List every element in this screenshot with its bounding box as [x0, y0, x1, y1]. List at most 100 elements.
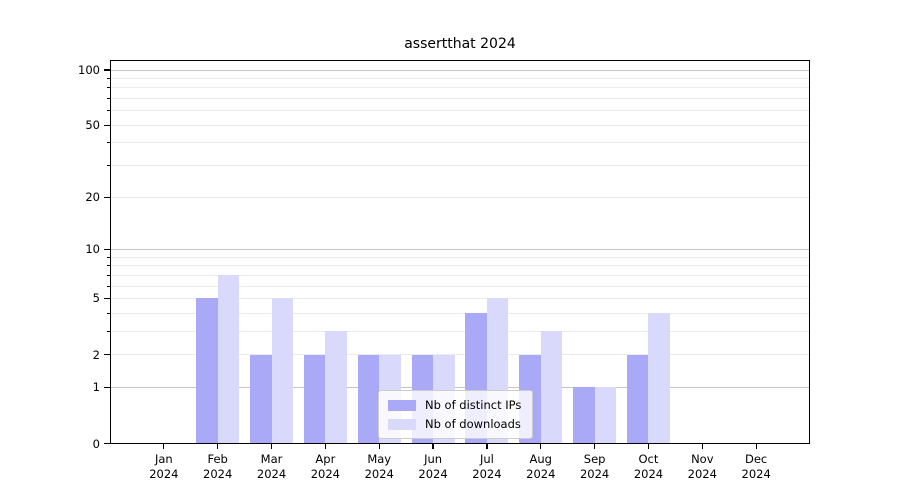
bar-distinct-ips — [626, 354, 649, 444]
y-minor-tick-mark — [106, 110, 110, 112]
x-tick-month: Jul — [479, 452, 494, 466]
gridline-minor — [110, 196, 810, 198]
x-tick-mark — [378, 443, 380, 449]
x-tick-month: Nov — [691, 452, 714, 466]
gridline-minor — [110, 98, 810, 100]
x-tick-label: Jan 2024 — [132, 452, 196, 482]
y-minor-tick-mark — [106, 297, 110, 299]
x-tick-month: Mar — [260, 452, 283, 466]
bar-downloads — [217, 275, 240, 444]
gridline-minor — [110, 330, 810, 332]
y-minor-tick-mark — [106, 142, 110, 144]
y-tick-label: 50 — [85, 118, 100, 133]
legend-swatch — [388, 418, 416, 430]
x-tick-label: Nov 2024 — [670, 452, 734, 482]
x-tick-label: Sep 2024 — [563, 452, 627, 482]
y-minor-tick-mark — [106, 354, 110, 356]
x-tick-year: 2024 — [579, 467, 610, 481]
y-tick-label: 20 — [85, 190, 100, 205]
x-tick-mark — [270, 443, 273, 449]
legend-label: Nb of downloads — [425, 417, 521, 431]
y-tick-label: 5 — [92, 291, 100, 306]
legend-swatch — [388, 399, 416, 411]
gridline-major — [110, 386, 810, 388]
x-tick-month: Jan — [154, 452, 173, 466]
x-tick-year: 2024 — [472, 467, 502, 481]
bar-downloads — [540, 331, 563, 444]
x-tick-year: 2024 — [310, 467, 341, 481]
x-tick-mark — [701, 443, 703, 449]
x-tick-label: Feb 2024 — [186, 452, 250, 482]
y-minor-tick-mark — [106, 98, 110, 100]
x-tick-label: Mar 2024 — [240, 452, 304, 482]
y-minor-tick-mark — [106, 285, 110, 287]
gridline-minor — [110, 354, 810, 356]
gridline-minor — [110, 265, 810, 267]
x-tick-label: Dec 2024 — [724, 452, 788, 482]
bar-distinct-ips — [303, 354, 326, 444]
gridline-minor — [110, 142, 810, 144]
y-tick-label: 2 — [92, 347, 100, 362]
bar-downloads — [648, 313, 670, 444]
gridline-minor — [110, 87, 810, 89]
gridline-minor — [110, 312, 810, 314]
x-tick-mark — [432, 443, 434, 449]
y-minor-tick-mark — [106, 274, 110, 276]
y-minor-tick-mark — [106, 256, 110, 258]
x-tick-month: Jun — [424, 452, 443, 466]
bar-downloads — [594, 387, 617, 444]
bar-distinct-ips — [250, 354, 272, 444]
x-tick-label: May 2024 — [347, 452, 411, 482]
gridline-minor — [110, 256, 810, 258]
bar-distinct-ips — [196, 298, 218, 444]
x-tick-mark — [647, 443, 650, 449]
y-tick-mark — [104, 248, 110, 251]
x-tick-mark — [486, 443, 488, 449]
gridline-minor — [110, 297, 810, 299]
x-tick-year: 2024 — [364, 467, 394, 481]
x-tick-month: May — [367, 452, 392, 466]
gridline-major — [110, 69, 810, 71]
bar-distinct-ips — [573, 387, 595, 444]
gridline-minor — [110, 77, 810, 79]
x-tick-month: Oct — [638, 452, 659, 466]
x-tick-label: Oct 2024 — [616, 452, 680, 482]
x-tick-year: 2024 — [149, 467, 179, 481]
y-minor-tick-mark — [106, 77, 110, 79]
x-tick-year: 2024 — [256, 467, 287, 481]
y-tick-label: 10 — [85, 242, 100, 257]
bar-downloads — [271, 298, 294, 444]
x-tick-label: Jun 2024 — [401, 452, 465, 482]
y-tick-label: 1 — [92, 380, 100, 395]
gridline-minor — [110, 285, 810, 287]
y-minor-tick-mark — [106, 196, 110, 198]
legend-label: Nb of distinct IPs — [425, 398, 522, 412]
x-tick-label: Apr 2024 — [293, 452, 357, 482]
x-tick-month: Dec — [745, 452, 768, 466]
legend-item: Nb of distinct IPs — [388, 398, 521, 412]
y-tick-mark — [104, 442, 110, 445]
y-tick-label: 0 — [92, 436, 100, 451]
x-tick-mark — [594, 443, 596, 449]
x-tick-month: Aug — [529, 452, 552, 466]
x-tick-year: 2024 — [633, 467, 664, 481]
x-tick-year: 2024 — [418, 467, 448, 481]
x-tick-month: Sep — [583, 452, 606, 466]
gridline-minor — [110, 165, 810, 167]
legend: Nb of distinct IPs Nb of downloads — [378, 390, 534, 439]
y-minor-tick-mark — [106, 165, 110, 167]
y-minor-tick-mark — [106, 87, 110, 89]
y-minor-tick-mark — [106, 265, 110, 267]
x-tick-mark — [755, 443, 757, 449]
gridline-minor — [110, 110, 810, 112]
x-tick-mark — [217, 443, 219, 449]
bar-distinct-ips — [357, 354, 380, 444]
legend-item: Nb of downloads — [388, 417, 521, 431]
gridline-minor — [110, 274, 810, 276]
x-tick-month: Feb — [207, 452, 228, 466]
x-tick-year: 2024 — [687, 467, 717, 481]
y-tick-mark — [104, 69, 110, 71]
bar-downloads — [325, 331, 347, 444]
x-tick-year: 2024 — [203, 467, 233, 481]
y-minor-tick-mark — [106, 124, 110, 126]
